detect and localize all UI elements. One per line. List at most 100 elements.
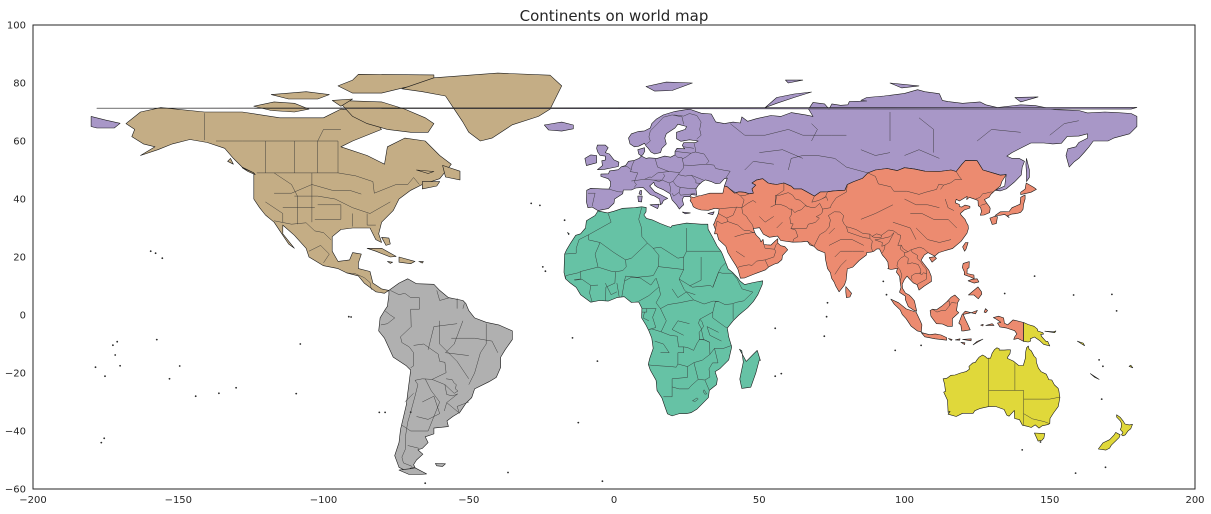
- island-dot-40: [103, 437, 106, 440]
- north-america-border-7: [317, 129, 341, 173]
- europe-and-northern-asia-border-28: [976, 129, 1021, 142]
- europe-and-northern-asia-border-2: [693, 142, 696, 152]
- x-tick-label: −200: [19, 495, 46, 506]
- southern-and-eastern-asia-border-2: [741, 207, 754, 229]
- africa-border-36: [691, 397, 699, 402]
- x-tick-label: −50: [458, 495, 479, 506]
- europe-and-northern-asia-landmass-9: [645, 81, 693, 92]
- south-america-landmass-1: [398, 467, 427, 475]
- europe-and-northern-asia-landmass-5: [649, 203, 660, 209]
- island-dot-46: [194, 395, 197, 398]
- north-america-landmass-4: [253, 101, 310, 113]
- south-america-border-16: [416, 395, 440, 420]
- north-america-border-17: [308, 245, 330, 263]
- southern-and-eastern-asia-border-0: [719, 206, 742, 210]
- island-dot-7: [1003, 292, 1006, 295]
- southern-and-eastern-asia-border-18: [822, 191, 828, 199]
- africa-border-19: [712, 271, 740, 288]
- y-tick-label: −20: [5, 369, 26, 380]
- x-tick-label: 50: [753, 495, 766, 506]
- southern-and-eastern-asia-border-21: [846, 226, 871, 239]
- x-axis-ticks: −200 −150 −100 −50 0 50 100 150 200: [19, 495, 1204, 506]
- southern-and-eastern-asia-landmass-17: [972, 338, 984, 346]
- southern-and-eastern-asia-border-51: [975, 342, 978, 344]
- oceania-landmass-2: [1098, 432, 1121, 451]
- x-tick-label: 150: [1040, 495, 1059, 506]
- southern-and-eastern-asia-landmass-5: [994, 194, 1026, 218]
- plot-frame: [32, 24, 1196, 490]
- southern-and-eastern-asia-landmass-8: [920, 332, 947, 341]
- oceania-landmass-1: [1034, 432, 1046, 442]
- southern-and-eastern-asia-border-45: [828, 227, 835, 234]
- southern-and-eastern-asia-border-41: [944, 198, 955, 211]
- africa-landmass-2: [567, 232, 570, 235]
- island-dot-44: [112, 344, 114, 347]
- island-dot-33: [882, 280, 885, 283]
- north-america-border-1: [256, 172, 420, 194]
- europe-and-northern-asia-border-32: [811, 123, 818, 142]
- southern-and-eastern-asia-border-32: [975, 191, 994, 200]
- y-tick-label: −60: [5, 485, 26, 496]
- africa-border-39: [689, 257, 702, 287]
- oceania-landmass-8: [1090, 373, 1100, 380]
- island-dot-36: [894, 349, 897, 352]
- southern-and-eastern-asia-border-12: [791, 203, 832, 213]
- south-america-border-6: [401, 343, 447, 467]
- africa-border-31: [663, 366, 688, 398]
- oceania-landmass-0: [942, 345, 1061, 429]
- southern-and-eastern-asia-border-30: [910, 249, 927, 275]
- oceania-landmass-4: [1023, 322, 1051, 347]
- southern-and-eastern-asia-landmass-20: [983, 308, 988, 314]
- southern-and-eastern-asia-border-15: [811, 196, 829, 203]
- southern-and-eastern-asia-landmass-2: [928, 256, 937, 263]
- africa-border-42: [706, 326, 722, 342]
- europe-and-northern-asia-border-21: [608, 188, 624, 193]
- southern-and-eastern-asia-landmass-18: [960, 341, 966, 345]
- europe-and-northern-asia-border-14: [678, 174, 701, 184]
- africa-border-26: [641, 308, 648, 313]
- south-america-border-13: [451, 337, 499, 353]
- europe-and-northern-asia-landmass-7: [681, 211, 691, 215]
- north-america-border-9: [294, 195, 391, 214]
- africa-border-27: [646, 308, 657, 330]
- island-dot-55: [507, 471, 509, 474]
- southern-and-eastern-asia-landmass-15: [954, 338, 961, 341]
- southern-and-eastern-asia-landmass-3: [845, 286, 852, 298]
- island-dot-51: [119, 364, 121, 367]
- greenland-landmass-0: [401, 72, 563, 142]
- europe-and-northern-asia-border-31: [904, 149, 940, 159]
- north-america-landmass-15: [381, 237, 391, 246]
- x-tick-label: −150: [165, 495, 192, 506]
- south-america-border-10: [456, 401, 469, 414]
- north-america-border-13: [273, 172, 298, 225]
- africa-border-23: [698, 319, 704, 340]
- europe-and-northern-asia-border-30: [860, 149, 891, 156]
- southern-and-eastern-asia-landmass-12: [968, 286, 983, 300]
- island-dot-30: [826, 301, 829, 304]
- africa-border-43: [671, 320, 690, 336]
- africa-border-24: [648, 328, 700, 351]
- y-tick-label: 20: [13, 253, 26, 264]
- europe-and-northern-asia-border-27: [918, 117, 934, 153]
- southern-and-eastern-asia-border-46: [759, 216, 774, 223]
- island-dot-0: [154, 252, 157, 255]
- southern-and-eastern-asia-border-38: [892, 221, 917, 240]
- southern-and-eastern-asia-border-35: [940, 184, 944, 190]
- island-dot-52: [1074, 472, 1077, 474]
- island-dot-27: [774, 375, 777, 378]
- europe-and-northern-asia-landmass-13: [96, 107, 1138, 110]
- x-tick-label: 200: [1185, 495, 1204, 506]
- y-tick-label: 80: [13, 79, 26, 90]
- europe-and-northern-asia-landmass-15: [1025, 158, 1030, 182]
- island-dot-26: [577, 421, 580, 424]
- europe-and-northern-asia-border-5: [682, 153, 692, 160]
- southern-and-eastern-asia-landmass-6: [1020, 182, 1037, 195]
- southern-and-eastern-asia-border-1: [740, 195, 745, 208]
- island-dot-25: [571, 337, 574, 339]
- south-america-border-9: [444, 402, 447, 412]
- africa-border-30: [693, 362, 710, 391]
- europe-and-northern-asia-border-4: [683, 146, 694, 149]
- island-dot-5: [104, 375, 106, 378]
- y-tick-label: 100: [7, 21, 26, 32]
- continent-southern-and-eastern-asia: [689, 160, 1037, 346]
